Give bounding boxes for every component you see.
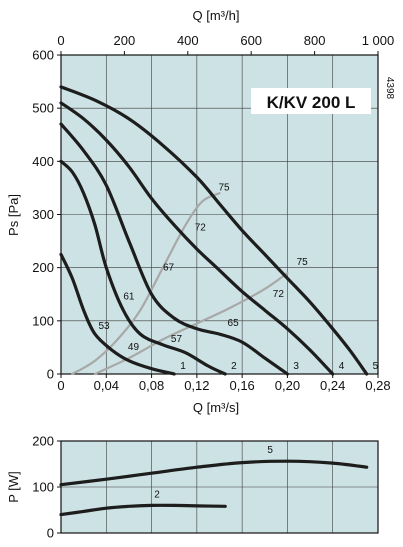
bottom-x-tick-label: 0,20 bbox=[275, 378, 300, 393]
power-curve-5 bbox=[59, 459, 369, 487]
pressure-y-tick-label: 500 bbox=[32, 101, 54, 116]
efficiency-label: 49 bbox=[128, 342, 140, 353]
power-y-tick-label: 0 bbox=[47, 526, 54, 541]
efficiency-lines bbox=[71, 192, 289, 376]
efficiency-label: 53 bbox=[98, 321, 110, 332]
pressure-curve-label: 3 bbox=[293, 361, 299, 372]
pressure-y-tick-label: 100 bbox=[32, 313, 54, 328]
power-y-tick-label: 200 bbox=[32, 434, 54, 449]
pressure-curve-label: 4 bbox=[339, 361, 345, 372]
pressure-curve-label: 5 bbox=[373, 361, 379, 372]
bottom-x-tick-label: 0,24 bbox=[320, 378, 345, 393]
bottom-x-axis-label: Q [m³/s] bbox=[193, 400, 239, 415]
pressure-y-tick-labels: 0 100 200 300 400 500 600 bbox=[32, 48, 61, 382]
top-x-tick-label: 0 bbox=[57, 33, 64, 48]
pressure-y-tick-label: 0 bbox=[47, 367, 54, 382]
efficiency-label: 72 bbox=[195, 222, 207, 233]
pressure-curve-3 bbox=[59, 122, 289, 376]
bottom-x-tick-label: 0,08 bbox=[139, 378, 164, 393]
pressure-curves: 1 2 3 4 5 bbox=[59, 85, 379, 376]
power-curve-label: 5 bbox=[267, 445, 273, 456]
bottom-x-tick-label: 0,12 bbox=[184, 378, 209, 393]
power-curve-2 bbox=[59, 503, 227, 517]
efficiency-label: 61 bbox=[123, 292, 135, 303]
efficiency-label: 65 bbox=[228, 318, 240, 329]
power-curves: 52 bbox=[59, 445, 369, 517]
pressure-curve-1 bbox=[59, 252, 176, 376]
pressure-y-tick-label: 400 bbox=[32, 154, 54, 169]
pressure-y-tick-label: 600 bbox=[32, 48, 54, 63]
top-x-tick-label: 600 bbox=[240, 33, 262, 48]
pressure-curve-2 bbox=[59, 159, 227, 376]
efficiency-label: 57 bbox=[171, 334, 183, 345]
top-x-tick-label: 1 000 bbox=[362, 33, 395, 48]
pressure-y-tick-label: 200 bbox=[32, 260, 54, 275]
chart-code: 4398 bbox=[384, 77, 395, 100]
top-x-axis-label: Q [m³/h] bbox=[193, 8, 240, 23]
pressure-curve-label: 2 bbox=[231, 361, 237, 372]
power-y-tick-labels: 0 100 200 bbox=[32, 434, 61, 541]
power-y-tick-label: 100 bbox=[32, 480, 54, 495]
top-x-tick-label: 800 bbox=[304, 33, 326, 48]
pressure-plot: 1 2 3 4 5 75 72 67 61 53 49 57 65 72 75 K/KV 200 L 43… bbox=[59, 54, 395, 376]
pressure-y-tick-label: 300 bbox=[32, 207, 54, 222]
top-x-tick-label: 400 bbox=[177, 33, 199, 48]
pressure-y-axis-label: Ps [Pa] bbox=[6, 194, 21, 236]
efficiency-labels: 75 72 67 61 53 49 57 65 72 75 bbox=[98, 183, 308, 354]
pressure-curve-5 bbox=[59, 85, 369, 376]
title-box bbox=[251, 88, 371, 114]
power-y-axis-label: P [W] bbox=[6, 471, 21, 503]
chart-title: K/KV 200 L bbox=[267, 93, 356, 112]
bottom-x-tick-label: 0,28 bbox=[365, 378, 390, 393]
efficiency-line bbox=[71, 192, 221, 376]
efficiency-line bbox=[93, 271, 289, 376]
top-x-tick-label: 200 bbox=[114, 33, 136, 48]
efficiency-label: 75 bbox=[297, 257, 309, 268]
pressure-curve-4 bbox=[59, 101, 335, 376]
bottom-x-tick-label: 0,16 bbox=[229, 378, 254, 393]
bottom-x-tick-labels: 0 0,04 0,08 0,12 0,16 0,20 0,24 0,28 bbox=[57, 374, 391, 393]
bottom-x-tick-label: 0 bbox=[57, 378, 64, 393]
efficiency-label: 67 bbox=[163, 262, 175, 273]
pressure-curve-label: 1 bbox=[180, 361, 186, 372]
power-curve-label: 2 bbox=[154, 489, 160, 500]
power-plot: 52 bbox=[59, 440, 379, 534]
bottom-x-tick-label: 0,04 bbox=[94, 378, 119, 393]
efficiency-label: 72 bbox=[273, 289, 285, 300]
top-x-tick-labels: 0 200 400 600 800 1 000 bbox=[57, 33, 394, 55]
efficiency-label: 75 bbox=[218, 183, 230, 194]
